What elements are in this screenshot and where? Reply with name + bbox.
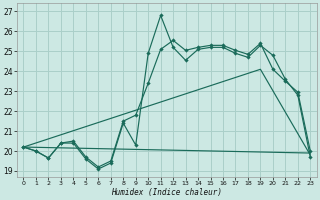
X-axis label: Humidex (Indice chaleur): Humidex (Indice chaleur): [111, 188, 222, 197]
